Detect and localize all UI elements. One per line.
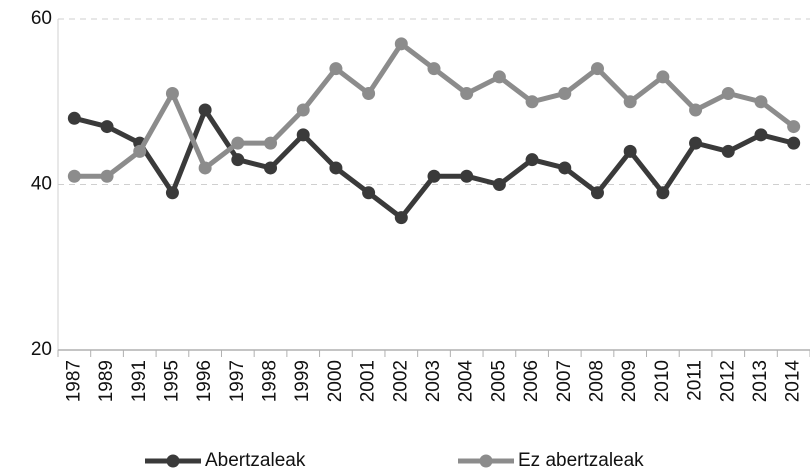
x-tick-label: 2006	[521, 360, 542, 402]
x-tick-label: 1999	[292, 360, 313, 402]
x-tick-label: 1996	[194, 360, 215, 402]
x-tick-label: 1998	[260, 360, 281, 402]
data-point	[656, 70, 670, 84]
data-point	[721, 86, 735, 100]
data-point	[492, 178, 506, 191]
data-point	[264, 136, 278, 150]
x-tick-label: 2001	[358, 360, 379, 402]
legend-marker	[166, 454, 180, 468]
x-tick-label: 2002	[390, 360, 411, 402]
data-point	[67, 169, 81, 183]
data-point	[460, 169, 474, 183]
data-point	[296, 103, 310, 117]
y-tick-label: 60	[31, 8, 52, 29]
data-point	[689, 136, 703, 150]
data-point	[787, 120, 801, 134]
data-point	[198, 161, 212, 175]
data-point	[394, 37, 408, 51]
data-point	[623, 95, 637, 109]
data-point	[133, 144, 147, 158]
data-point	[525, 153, 539, 167]
x-tick-label: 2005	[488, 360, 509, 402]
data-point	[198, 103, 212, 117]
x-tick-label: 2000	[325, 360, 346, 402]
data-point	[67, 111, 81, 125]
x-tick-label: 2004	[456, 360, 477, 403]
data-point	[427, 62, 441, 76]
x-tick-label: 1989	[96, 360, 117, 402]
legend-label: Ez abertzaleak	[518, 450, 644, 471]
data-point	[623, 144, 637, 158]
data-point	[656, 186, 670, 200]
data-point	[329, 62, 343, 76]
data-point	[362, 186, 376, 200]
data-point	[754, 128, 768, 142]
x-tick-label: 2007	[554, 360, 575, 402]
data-point	[362, 86, 376, 100]
data-point	[165, 186, 179, 200]
x-tick-label: 2003	[423, 360, 444, 402]
x-tick-label: 2014	[783, 360, 804, 403]
x-tick-label: 1987	[63, 360, 84, 402]
data-point	[590, 186, 604, 200]
x-tick-label: 2013	[750, 360, 771, 402]
y-tick-label: 40	[31, 174, 52, 195]
x-tick-label: 1995	[161, 360, 182, 402]
data-point	[329, 161, 343, 175]
series-line	[73, 107, 795, 221]
x-tick-label: 2012	[717, 360, 738, 402]
data-point	[264, 161, 278, 175]
data-point	[525, 95, 539, 109]
data-point	[558, 86, 572, 100]
data-point	[721, 144, 735, 158]
data-point	[165, 86, 179, 100]
data-point	[787, 136, 801, 150]
legend-marker	[479, 454, 493, 468]
x-tick-label: 2009	[619, 360, 640, 402]
x-tick-label: 1997	[227, 360, 248, 402]
x-tick-label: 1991	[129, 360, 150, 402]
data-point	[427, 169, 441, 183]
data-point	[754, 95, 768, 109]
y-tick-label: 20	[31, 339, 52, 360]
data-point	[492, 70, 506, 84]
data-point	[296, 128, 310, 142]
legend-label: Abertzaleak	[205, 450, 306, 471]
x-tick-label: 2011	[685, 360, 706, 401]
data-point	[100, 120, 114, 134]
data-point	[460, 86, 474, 100]
data-point	[231, 153, 245, 167]
data-point	[394, 211, 408, 225]
x-tick-label: 2010	[652, 360, 673, 402]
data-point	[689, 103, 703, 117]
x-tick-label: 2008	[586, 360, 607, 402]
data-point	[100, 169, 114, 183]
data-point	[558, 161, 572, 175]
data-point	[231, 136, 245, 150]
data-point	[590, 62, 604, 76]
